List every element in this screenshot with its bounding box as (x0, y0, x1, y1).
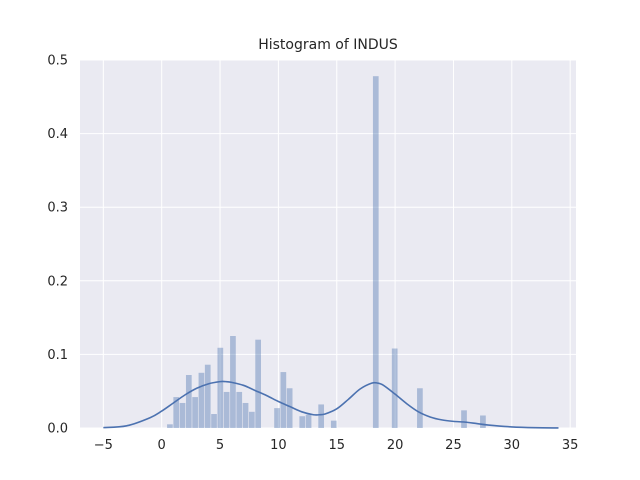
histogram-bar (223, 391, 230, 428)
x-tick-label: 35 (562, 438, 579, 453)
kde-curve-group (103, 380, 559, 429)
histogram-bar (211, 414, 217, 428)
histogram-bars (167, 76, 486, 428)
histogram-bar (330, 420, 337, 428)
plot-area (80, 60, 576, 428)
y-tick-label: 0.1 (47, 348, 68, 363)
histogram-bar (461, 410, 467, 428)
histogram-bar (318, 404, 325, 428)
histogram-bar (280, 372, 287, 428)
chart-title: Histogram of INDUS (258, 37, 398, 53)
histogram-bar (217, 347, 224, 428)
histogram-bar (192, 397, 198, 428)
histogram-bar (242, 402, 249, 428)
histogram-bar (305, 414, 312, 428)
x-tick-label: 10 (270, 438, 287, 453)
y-axis-ticks: 0.0 0.1 0.2 0.3 0.4 0.5 (47, 54, 68, 437)
histogram-bar (204, 364, 211, 428)
x-tick-label: 0 (158, 438, 166, 453)
x-tick-label: 5 (216, 438, 224, 453)
x-tick-label: 25 (445, 438, 462, 453)
y-tick-label: 0.3 (47, 201, 68, 216)
histogram-bar (391, 348, 398, 428)
histogram-bar (167, 424, 173, 428)
x-axis-ticks: −5 0 5 10 15 20 25 30 35 (94, 438, 579, 453)
histogram-bar (248, 411, 255, 428)
histogram-bar (179, 402, 186, 428)
histogram-bar (185, 375, 192, 428)
grid-lines (80, 59, 576, 429)
y-tick-label: 0.0 (47, 422, 68, 437)
histogram-bar (274, 408, 280, 428)
y-tick-label: 0.2 (47, 274, 68, 289)
histogram-bar (372, 76, 379, 428)
histogram-bar (255, 339, 261, 428)
x-tick-label: 20 (387, 438, 404, 453)
kde-line (103, 380, 559, 429)
x-tick-label: 30 (504, 438, 521, 453)
y-tick-label: 0.4 (47, 127, 68, 142)
histogram-bar (198, 372, 205, 428)
histogram-bar (236, 391, 243, 428)
x-tick-label: −5 (94, 438, 113, 453)
y-tick-label: 0.5 (47, 54, 68, 69)
histogram-bar (173, 397, 180, 428)
x-tick-label: 15 (328, 438, 345, 453)
histogram-bar (417, 388, 423, 428)
histogram-bar (299, 416, 306, 428)
histogram-bar (480, 415, 486, 428)
histogram-bar (286, 388, 293, 428)
